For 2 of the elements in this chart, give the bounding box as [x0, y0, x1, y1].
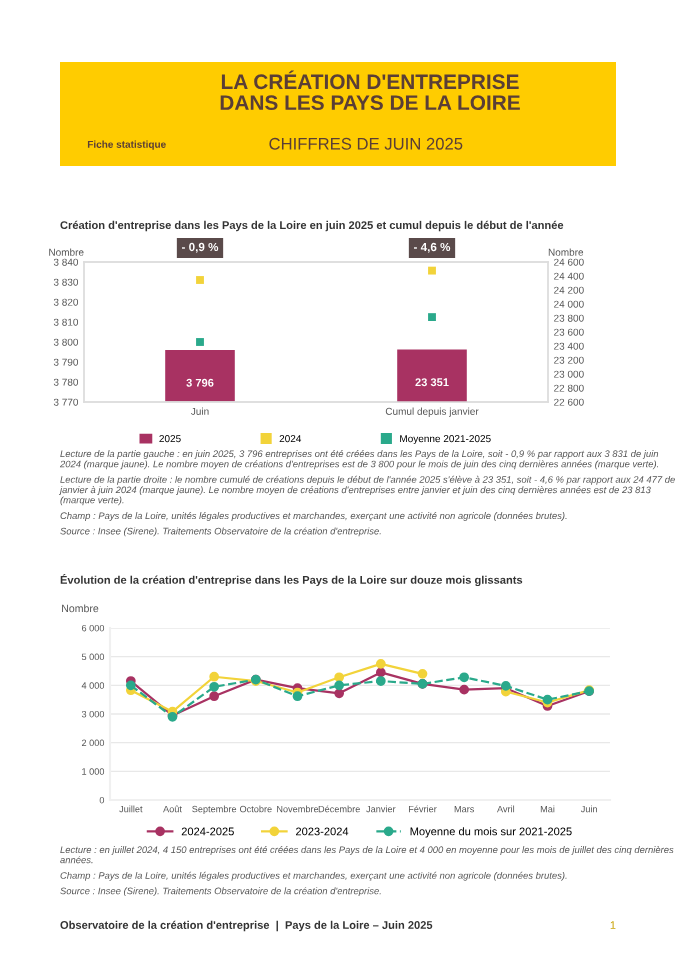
text: LA CRÉATION D'ENTREPRISE DANS LES PAYS DE LA LOIRE [220, 70, 520, 111]
text: CHIFFRES DE JUIN 2025 [269, 137, 463, 150]
